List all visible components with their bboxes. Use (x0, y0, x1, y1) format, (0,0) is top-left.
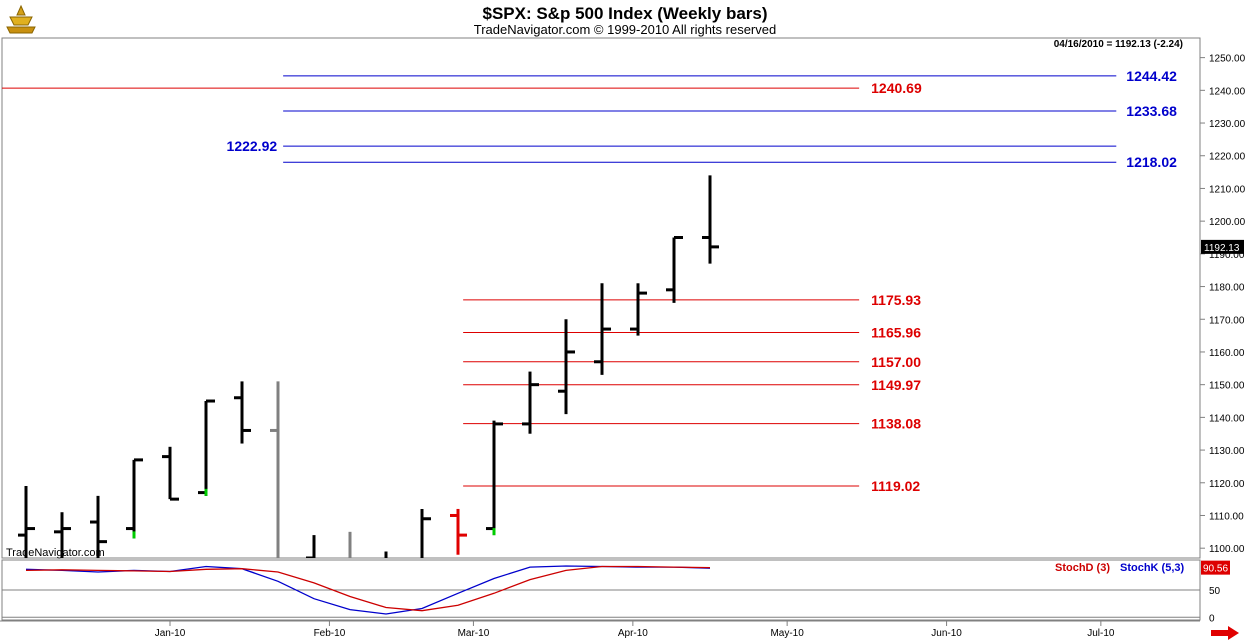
x-tick-label: Mar-10 (458, 628, 490, 639)
ohlc-bar (702, 175, 719, 264)
y-tick-label: 1240.00 (1209, 86, 1246, 97)
blue-level-label: 1233.68 (1126, 103, 1177, 119)
date-price-readout: 04/16/2010 = 1192.13 (-2.24) (1054, 39, 1183, 50)
ohlc-bar (234, 381, 251, 444)
ohlc-bar (54, 512, 71, 558)
chart-title: $SPX: S&p 500 Index (Weekly bars) (482, 4, 768, 23)
y-tick-label: 1180.00 (1209, 283, 1245, 294)
stoch-value-label: 90.56 (1203, 564, 1228, 575)
y-tick-label: 1220.00 (1209, 152, 1246, 163)
x-tick-label: Jul-10 (1087, 628, 1115, 639)
x-tick-label: Jun-10 (931, 628, 962, 639)
x-tick-label: Jan-10 (155, 628, 186, 639)
red-level-label: 1175.93 (871, 292, 921, 308)
ohlc-bar (348, 531, 352, 558)
ohlc-bar (270, 381, 280, 558)
last-price-label: 1192.13 (1204, 243, 1240, 254)
stoch-legend-d: StochD (3) (1055, 562, 1110, 574)
blue-level-label: 1244.42 (1126, 68, 1177, 84)
y-tick-label: 1170.00 (1209, 315, 1245, 326)
ohlc-bar (450, 508, 467, 555)
ohlc-bar (420, 508, 431, 558)
x-tick-label: May-10 (770, 628, 804, 639)
last-price-box (1201, 239, 1244, 254)
stoch-value-box (1201, 560, 1230, 575)
y-tick-label: 1140.00 (1209, 413, 1245, 424)
ohlc-bar (558, 319, 575, 415)
ohlc-bar (522, 371, 539, 434)
red-level-label: 1149.97 (871, 377, 921, 393)
blue-level-label: 1222.92 (227, 138, 278, 154)
y-tick-label: 1210.00 (1209, 184, 1246, 195)
ohlc-bar (162, 446, 179, 501)
tradenavigator-logo-icon[interactable] (4, 3, 38, 35)
watermark-text: TradeNavigator.com (6, 547, 105, 559)
stoch-y-tick-label: 0 (1209, 613, 1215, 624)
chart-subtitle: TradeNavigator.com © 1999-2010 All right… (473, 22, 777, 37)
y-tick-label: 1100.00 (1209, 544, 1245, 555)
scroll-right-arrow-icon[interactable] (1210, 626, 1240, 640)
ohlc-bar (666, 235, 683, 303)
x-tick-label: Apr-10 (618, 628, 648, 639)
red-level-label: 1240.69 (871, 80, 922, 96)
ohlc-bar (198, 399, 215, 496)
y-tick-label: 1250.00 (1209, 54, 1246, 65)
stoch-y-tick-label: 50 (1209, 586, 1221, 597)
ohlc-bar (594, 283, 611, 375)
blue-level-label: 1218.02 (1126, 154, 1177, 170)
y-tick-label: 1200.00 (1209, 217, 1246, 228)
y-tick-label: 1110.00 (1209, 511, 1244, 522)
red-level-label: 1157.00 (871, 354, 921, 370)
ohlc-bar (306, 535, 316, 558)
ohlc-bar (18, 486, 35, 558)
y-tick-label: 1120.00 (1209, 479, 1245, 490)
x-tick-label: Feb-10 (314, 628, 346, 639)
y-tick-label: 1190.00 (1209, 250, 1245, 261)
red-level-label: 1165.96 (871, 324, 921, 340)
ohlc-bar (486, 420, 503, 536)
stoch-series-line (25, 565, 711, 612)
y-tick-label: 1130.00 (1209, 446, 1245, 457)
y-tick-label: 1150.00 (1209, 381, 1245, 392)
ohlc-bar (384, 551, 388, 558)
red-level-label: 1138.08 (871, 416, 921, 432)
price-plot-border (1, 37, 1201, 559)
stoch-legend-k: StochK (5,3) (1120, 562, 1185, 574)
y-tick-label: 1230.00 (1209, 119, 1246, 130)
ohlc-bar (126, 458, 143, 539)
ohlc-bar (90, 495, 107, 558)
red-level-label: 1119.02 (871, 478, 920, 494)
y-tick-label: 1160.00 (1209, 348, 1245, 359)
ohlc-bar (630, 283, 647, 336)
